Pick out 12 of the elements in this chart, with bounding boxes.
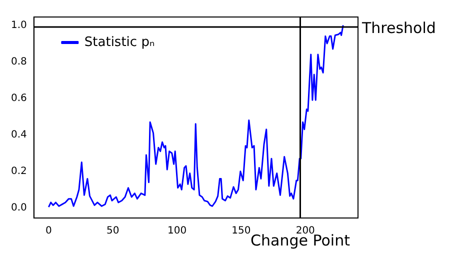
x-tick-label: 150 [232, 226, 251, 237]
x-tick-label: 50 [106, 226, 120, 237]
y-tick-label: 0.8 [10, 56, 27, 68]
ref-line-label: Threshold [361, 18, 436, 37]
legend-label: Statistic pₙ [84, 34, 155, 50]
x-tick-label: 0 [45, 226, 52, 237]
y-tick-label: 0.6 [10, 92, 27, 104]
y-tick-label: 0.4 [10, 129, 27, 140]
y-tick-label: 0.2 [10, 166, 27, 177]
x-tick-label: 100 [167, 226, 187, 237]
y-tick-label: 1.0 [10, 20, 27, 31]
y-tick-label: 0.0 [10, 202, 27, 214]
